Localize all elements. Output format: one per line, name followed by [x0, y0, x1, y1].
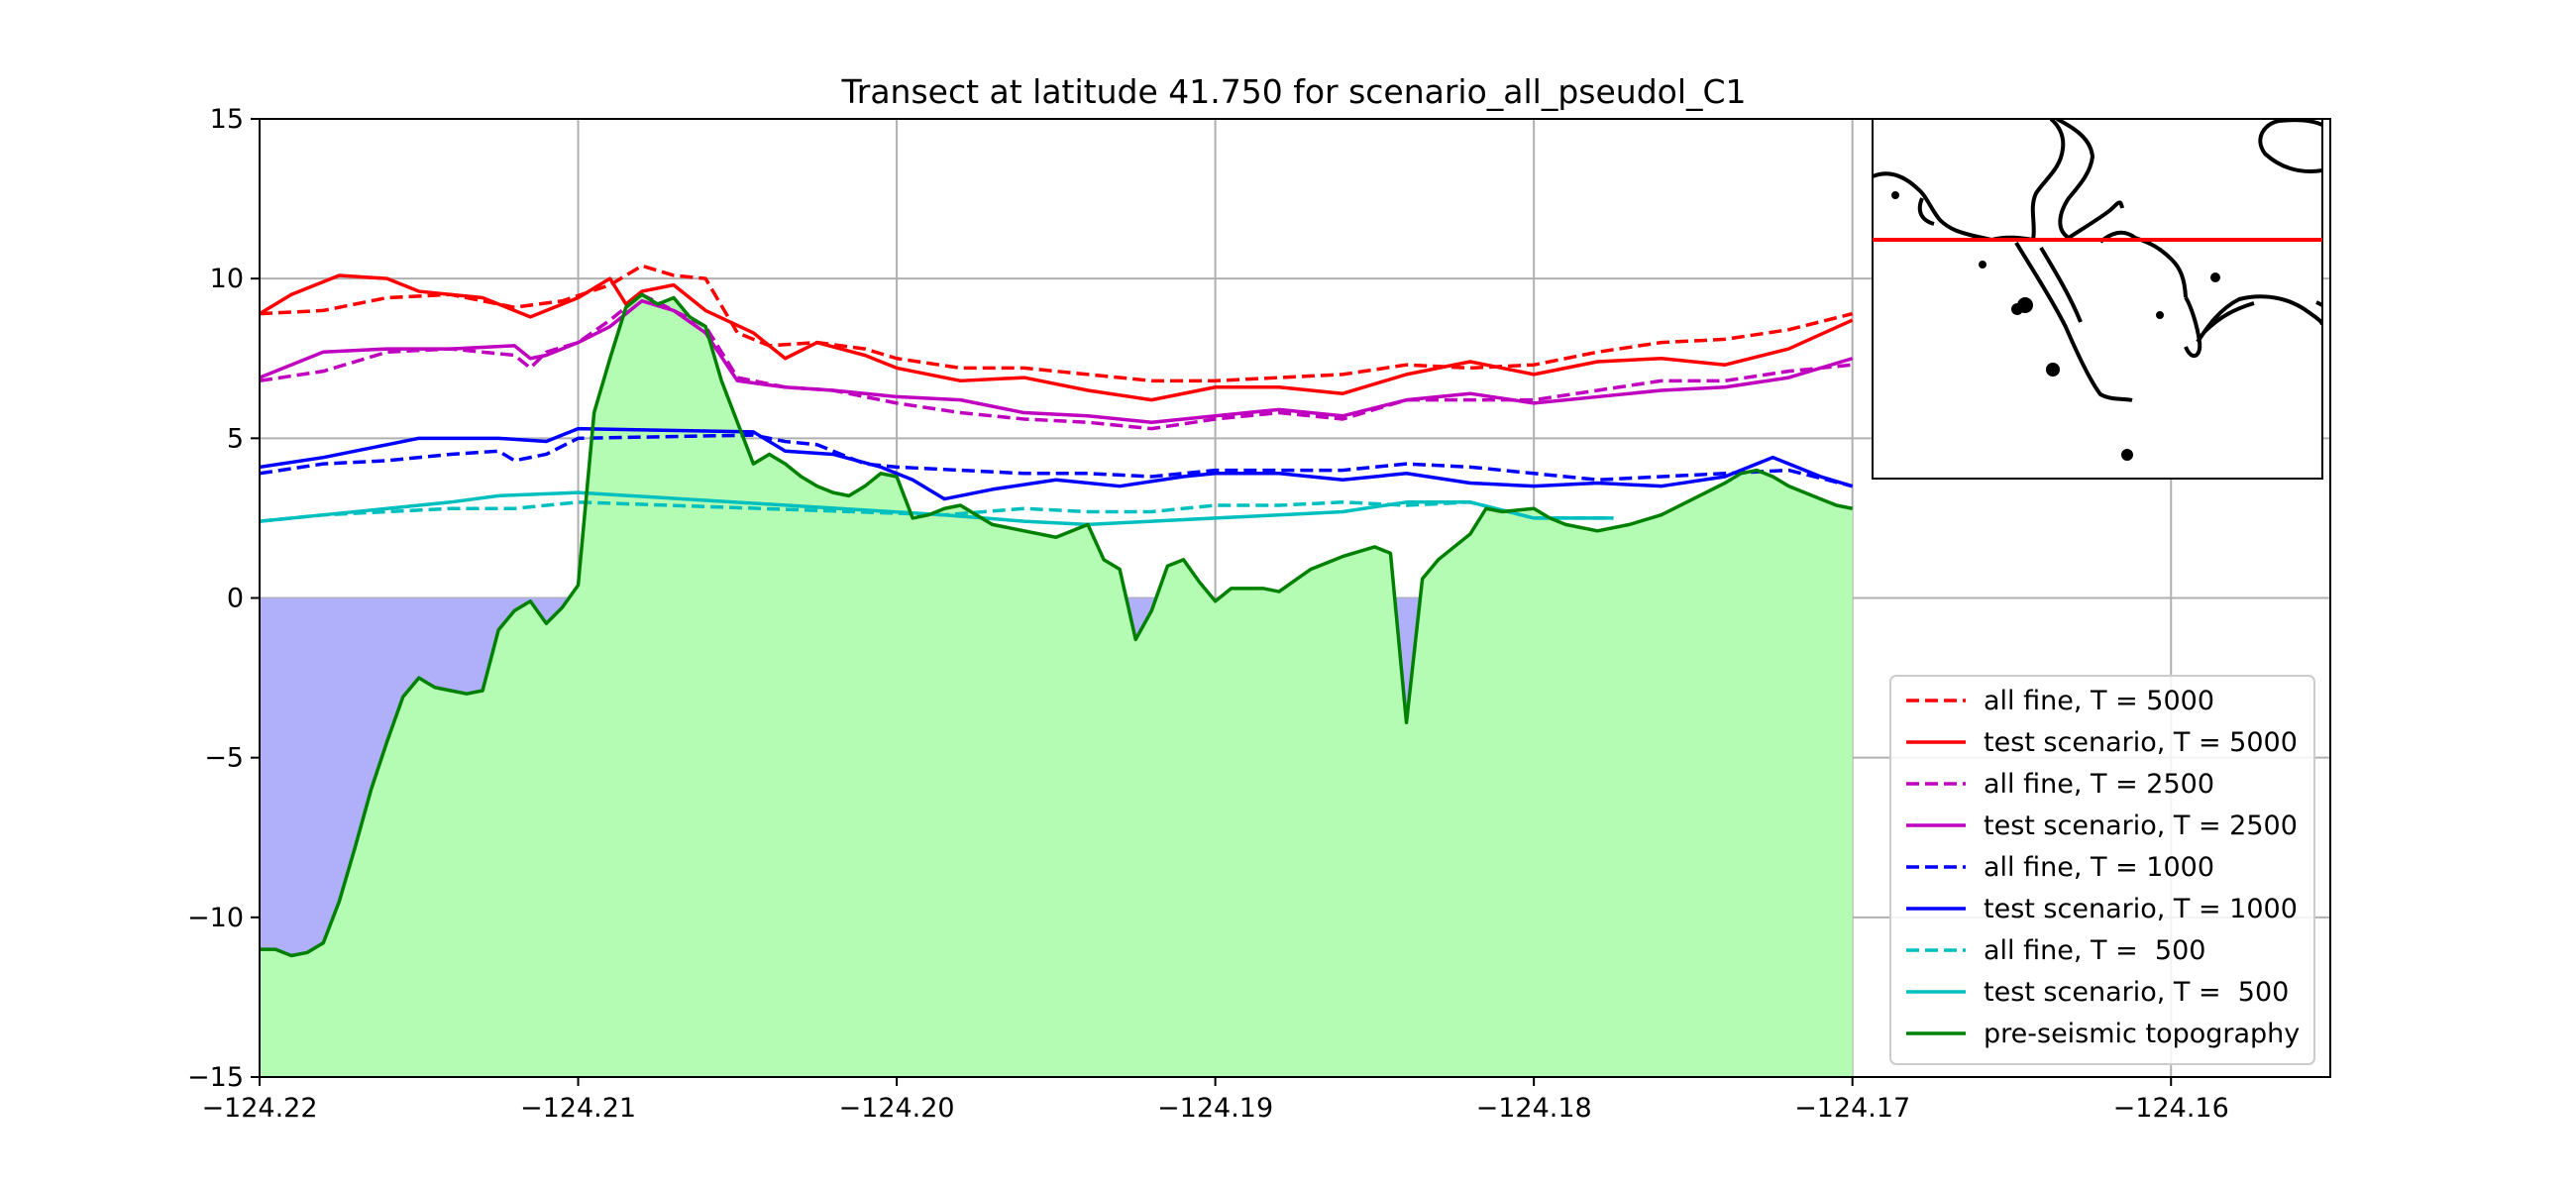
legend-label: test scenario, T = 500 — [1984, 977, 2289, 1008]
legend-label: all fine, T = 1000 — [1984, 852, 2214, 883]
x-tick-label: −124.22 — [201, 1093, 317, 1124]
x-tick-label: −124.20 — [839, 1093, 955, 1124]
series-line — [260, 426, 1854, 501]
y-axis: −15 −10 −5 0 5 10 15 — [187, 104, 260, 1093]
legend-label: test scenario, T = 2500 — [1984, 811, 2298, 841]
legend: all fine, T = 5000 test scenario, T = 500… — [1889, 675, 2315, 1065]
inset-map — [1872, 118, 2323, 480]
y-tick-label: 10 — [210, 264, 244, 294]
series-line — [260, 292, 1854, 958]
series-line — [260, 292, 1853, 431]
legend-label: test scenario, T = 5000 — [1984, 727, 2298, 758]
land-fill — [260, 294, 1853, 1077]
water-fill — [260, 597, 1853, 956]
y-tick-label: 0 — [227, 584, 244, 614]
legend-label: pre-seismic topography — [1984, 1019, 2300, 1049]
series-line — [260, 273, 1854, 402]
x-axis: −124.22 −124.21 −124.20 −124.19 −124.18 −124.… — [201, 1077, 2229, 1124]
chart-title: Transect at latitude 41.750 for scenario… — [840, 72, 1746, 111]
y-tick-label: 15 — [210, 104, 244, 135]
series-line — [260, 433, 1854, 488]
x-tick-label: −124.18 — [1476, 1093, 1592, 1124]
y-tick-label: 5 — [227, 423, 244, 454]
y-tick-label: −5 — [204, 743, 244, 774]
series-line — [260, 264, 1854, 383]
y-tick-label: −10 — [187, 903, 244, 933]
x-tick-label: −124.16 — [2113, 1093, 2229, 1124]
series-line — [260, 298, 1854, 424]
coastline-outline — [1873, 119, 2322, 461]
y-tick-label: −15 — [187, 1062, 244, 1093]
series-lines — [260, 264, 1854, 958]
legend-label: all fine, T = 500 — [1984, 935, 2205, 966]
legend-label: all fine, T = 5000 — [1984, 686, 2214, 716]
x-tick-label: −124.21 — [520, 1093, 636, 1124]
x-tick-label: −124.17 — [1794, 1093, 1910, 1124]
legend-box — [1889, 675, 2315, 1065]
legend-label: all fine, T = 2500 — [1984, 769, 2214, 800]
legend-label: test scenario, T = 1000 — [1984, 894, 2298, 924]
area-fills — [260, 294, 1853, 1077]
x-tick-label: −124.19 — [1157, 1093, 1273, 1124]
series-line — [260, 500, 1614, 523]
